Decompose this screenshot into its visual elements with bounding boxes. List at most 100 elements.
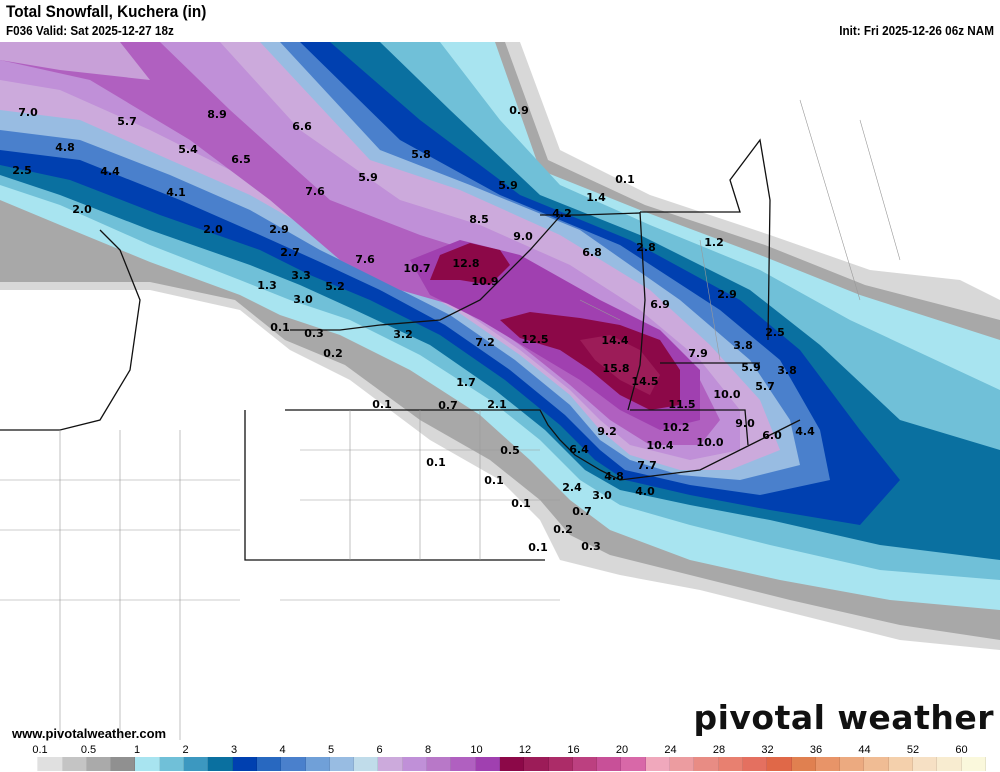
snowfall-point-label: 10.4	[646, 439, 673, 452]
legend-swatch	[621, 757, 646, 771]
legend-swatch	[14, 757, 39, 771]
legend-tick-label: 60	[955, 744, 968, 756]
legend-swatch	[791, 757, 816, 771]
snowfall-point-label: 5.7	[117, 115, 137, 128]
legend-swatch	[402, 757, 428, 771]
snowfall-point-label: 0.1	[528, 541, 548, 554]
snowfall-point-label: 0.2	[553, 523, 573, 536]
legend-swatch	[912, 757, 938, 771]
snowfall-point-label: 7.6	[305, 185, 325, 198]
snowfall-point-label: 14.4	[601, 334, 628, 347]
snowfall-point-label: 6.9	[650, 298, 670, 311]
snowfall-point-label: 1.7	[456, 376, 476, 389]
header: Total Snowfall, Kuchera (in) F036 Valid:…	[0, 0, 1000, 43]
snowfall-point-label: 2.1	[487, 398, 507, 411]
legend-swatch	[232, 757, 257, 771]
snowfall-point-label: 7.0	[18, 106, 38, 119]
legend-swatch	[937, 757, 962, 771]
legend-swatch	[184, 757, 209, 771]
legend-tick-label: 16	[567, 744, 580, 756]
legend-tick-label: 20	[615, 744, 629, 756]
snowfall-point-label: 6.5	[231, 153, 251, 166]
legend-swatch	[256, 757, 282, 771]
snowfall-point-label: 4.8	[604, 470, 624, 483]
legend-swatch	[354, 757, 379, 771]
legend-swatch	[499, 757, 525, 771]
snowfall-point-label: 7.7	[637, 459, 657, 472]
legend-swatch	[718, 757, 743, 771]
snowfall-point-label: 10.9	[471, 275, 498, 288]
legend-tick-label: 10	[470, 744, 483, 756]
init-time: Init: Fri 2025-12-26 06z NAM	[839, 23, 994, 38]
snowfall-point-label: 7.6	[355, 253, 375, 266]
legend-swatch	[38, 757, 63, 771]
legend-swatch	[864, 757, 889, 771]
legend-tick-label: 6	[376, 744, 383, 756]
snowfall-point-label: 10.0	[696, 436, 723, 449]
legend-swatch	[961, 757, 986, 771]
legend-tick-label: 0.1	[32, 744, 48, 756]
snowfall-point-label: 3.8	[777, 364, 797, 377]
snowfall-point-label: 5.9	[498, 179, 518, 192]
snowfall-point-label: 0.3	[304, 327, 324, 340]
snowfall-point-label: 3.2	[393, 328, 413, 341]
legend-tick-label: 12	[518, 744, 532, 756]
snowfall-point-label: 2.9	[717, 288, 737, 301]
legend-tick-label: 52	[906, 744, 920, 756]
legend-swatch	[475, 757, 500, 771]
legend-tick-label: 24	[664, 744, 677, 756]
legend-tick-label: 1	[133, 744, 141, 756]
snowfall-point-label: 7.2	[475, 336, 495, 349]
snowfall-point-label: 10.0	[713, 388, 740, 401]
legend-ticks: 0.1 0.5 1 2 3 4 5 6 8 10 12 16 20 24 28 32 36 44 52 60	[0, 744, 1000, 756]
snowfall-point-label: 5.7	[755, 380, 775, 393]
legend-tick-label: 2	[182, 744, 189, 756]
snowfall-point-label: 3.8	[733, 339, 753, 352]
snowfall-point-label: 4.8	[55, 141, 75, 154]
legend-swatch	[572, 757, 598, 771]
snowfall-point-label: 10.2	[662, 421, 689, 434]
legend-swatch	[694, 757, 719, 771]
snowfall-point-label: 5.9	[358, 171, 378, 184]
snowfall-point-label: 2.9	[269, 223, 289, 236]
legend-swatch	[670, 757, 695, 771]
map-title: Total Snowfall, Kuchera (in)	[6, 2, 207, 21]
snowfall-point-label: 10.7	[403, 262, 430, 275]
snowfall-point-label: 9.2	[597, 425, 617, 438]
legend-swatch	[378, 757, 403, 771]
legend-swatch	[742, 757, 768, 771]
snowfall-point-label: 8.5	[469, 213, 489, 226]
snowfall-point-label: 9.0	[513, 230, 533, 243]
valid-time: F036 Valid: Sat 2025-12-27 18z	[6, 23, 174, 38]
snowfall-point-label: 12.8	[452, 257, 479, 270]
legend-swatch	[767, 757, 792, 771]
snowfall-point-label: 9.0	[735, 417, 755, 430]
snowfall-point-label: 4.1	[166, 186, 186, 199]
snowfall-point-label: 1.3	[257, 279, 277, 292]
snowfall-point-label: 1.4	[586, 191, 606, 204]
snowfall-map: 7.0 4.8 5.7 8.9 6.6 5.4 6.5 2.5 4.4 4.1 7.6 5.9 5.8 0…	[0, 42, 1000, 742]
legend-swatch	[281, 757, 306, 771]
source-url[interactable]: www.pivotalweather.com	[12, 726, 167, 741]
legend-swatch	[135, 757, 160, 771]
county-lines	[0, 99, 901, 740]
snowfall-point-label: 2.4	[562, 481, 582, 494]
legend-swatch	[548, 757, 573, 771]
snowfall-point-label: 6.6	[292, 120, 312, 133]
snowfall-point-label: 5.8	[411, 148, 431, 161]
legend-swatch	[524, 757, 549, 771]
legend-swatch	[597, 757, 622, 771]
snowfall-point-label: 2.5	[12, 164, 32, 177]
snowfall-point-label: 0.7	[438, 399, 458, 412]
snowfall-point-label: 2.7	[280, 246, 300, 259]
legend-tick-label: 0.5	[80, 744, 97, 756]
snowfall-point-label: 3.3	[291, 269, 311, 282]
snowfall-point-label: 5.2	[325, 280, 345, 293]
snowfall-point-label: 1.2	[704, 236, 724, 249]
snowfall-point-label: 5.9	[741, 361, 761, 374]
snowfall-point-label: 2.0	[203, 223, 223, 236]
point-labels: 7.0 4.8 5.7 8.9 6.6 5.4 6.5 2.5 4.4 4.1 7.6 5.9 5.8 0…	[12, 104, 815, 554]
snowfall-point-label: 8.9	[207, 108, 227, 121]
snowfall-point-label: 2.5	[765, 326, 785, 339]
snowfall-point-label: 0.1	[426, 456, 446, 469]
